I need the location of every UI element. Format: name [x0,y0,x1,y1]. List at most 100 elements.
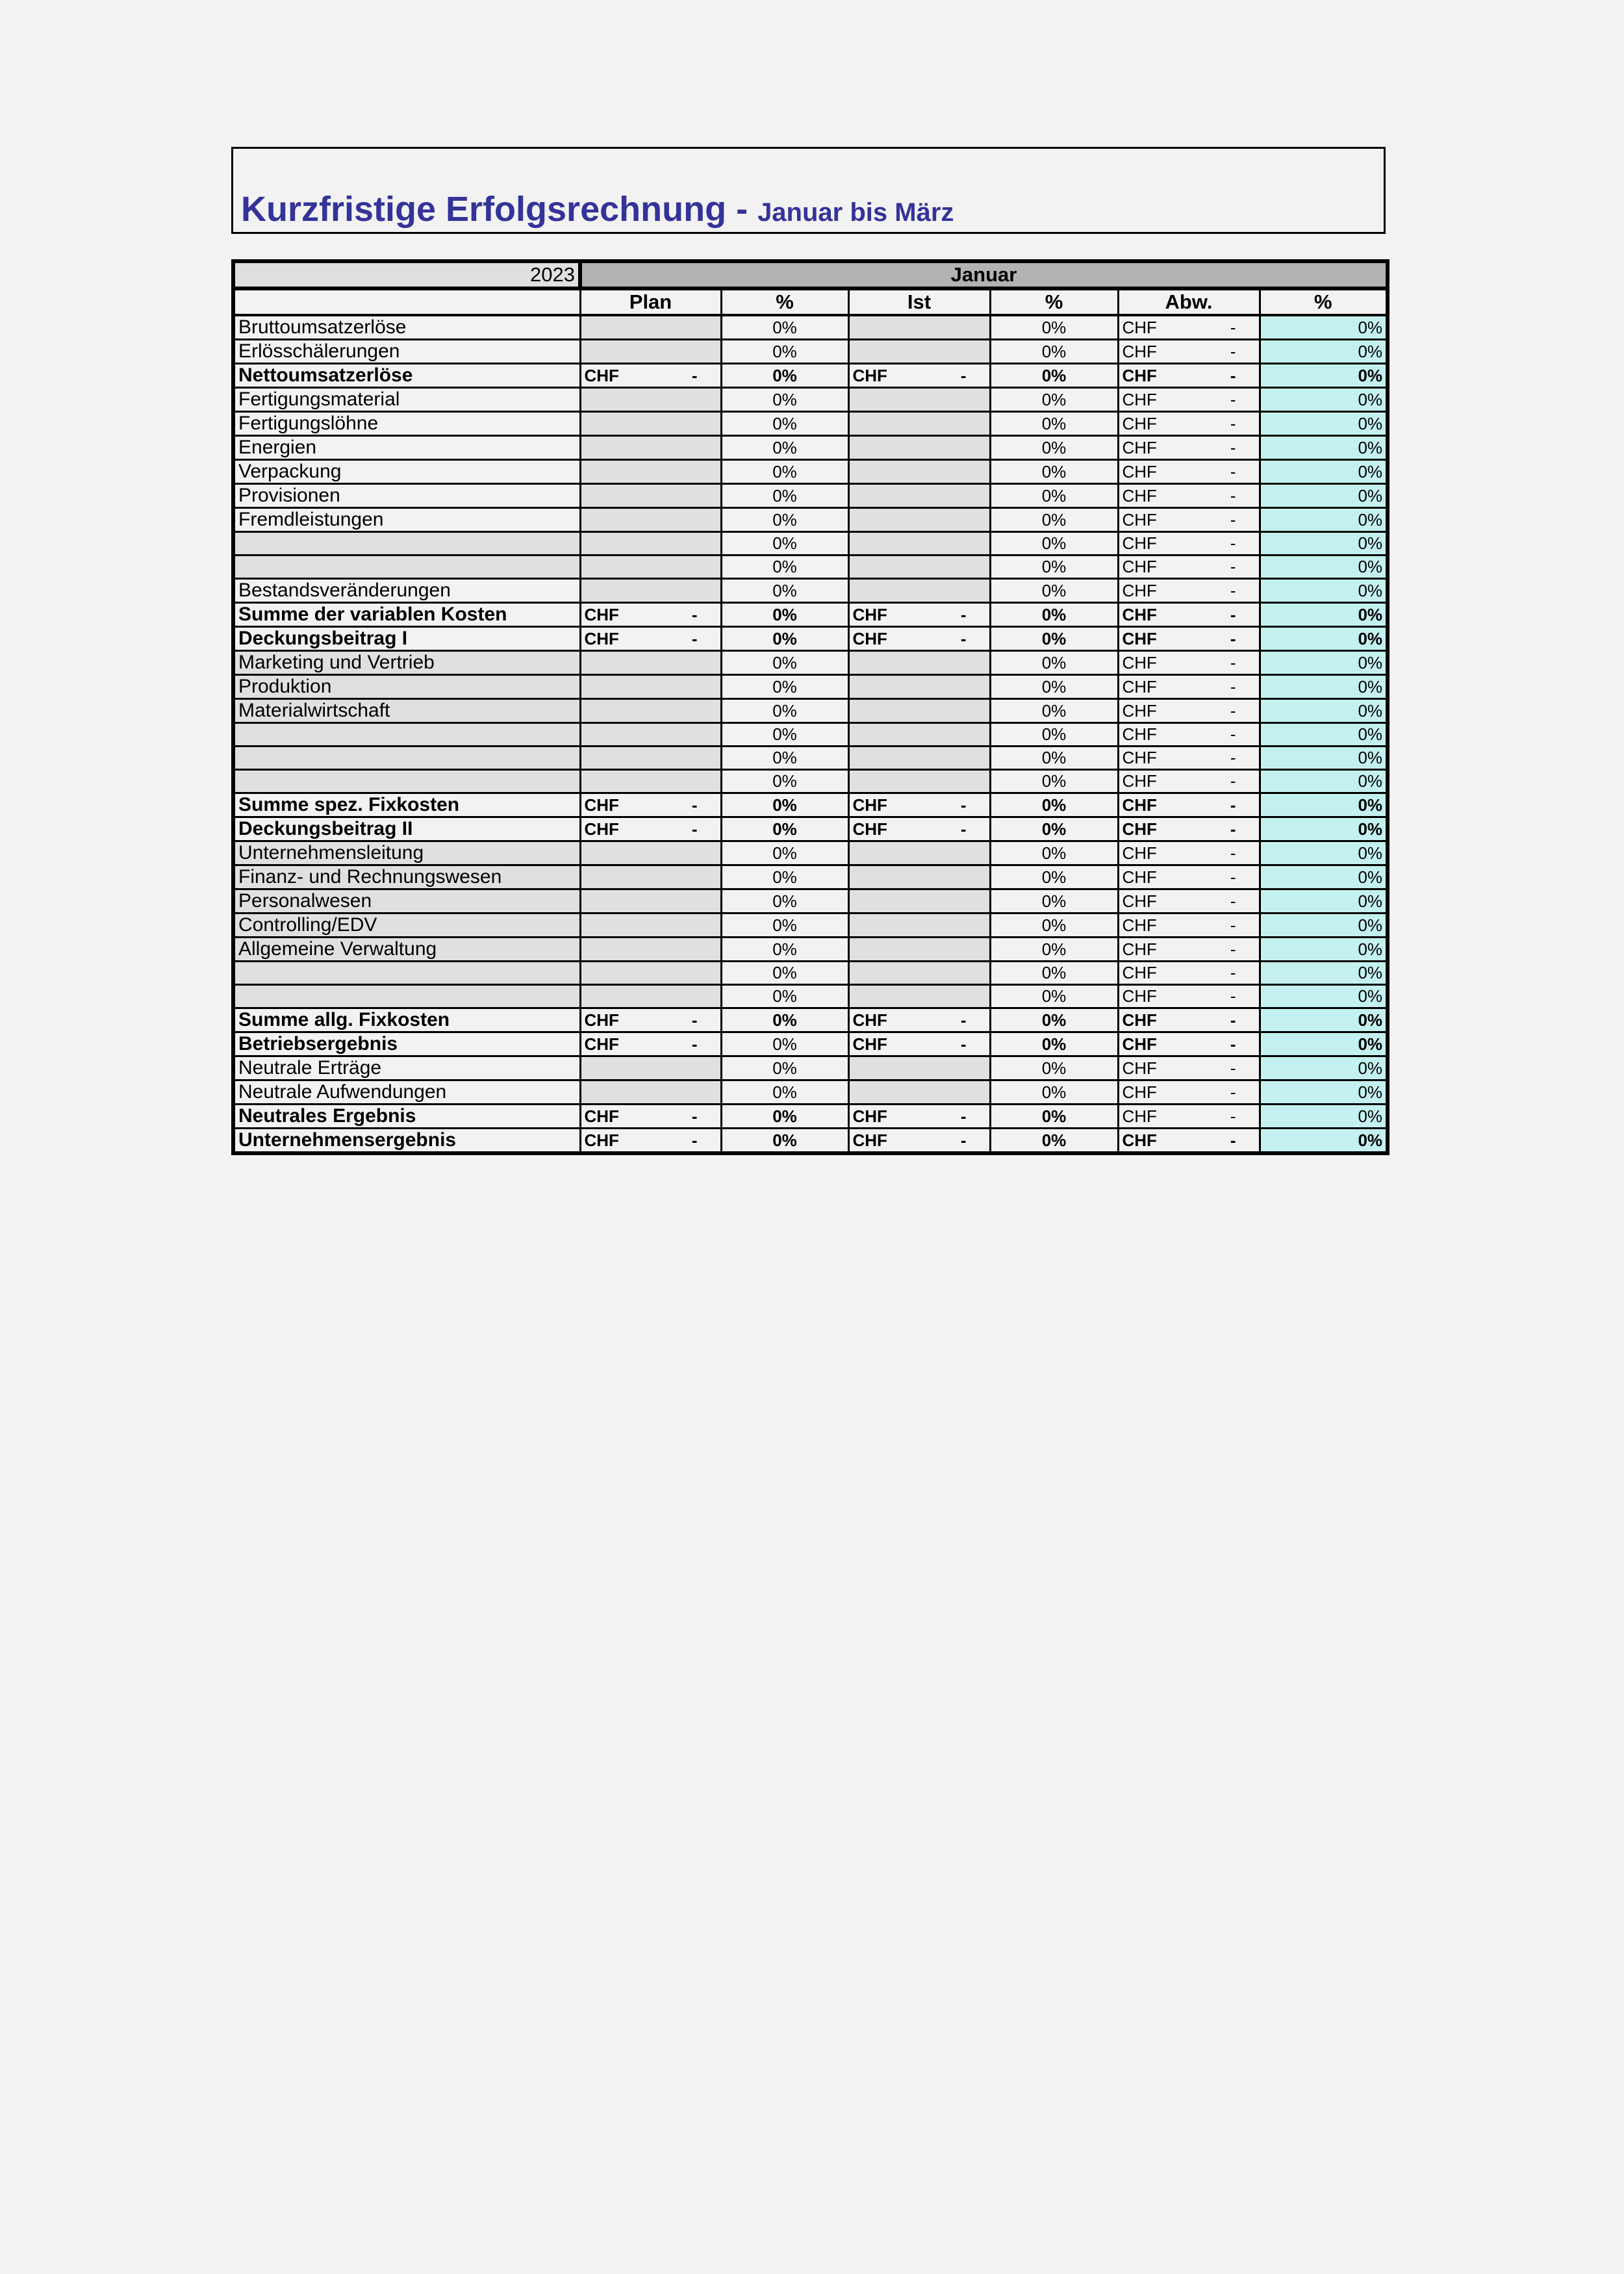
row-label[interactable] [232,531,581,556]
plan-input[interactable] [579,411,722,437]
ist-input[interactable] [847,411,991,437]
plan-input[interactable] [579,1079,722,1105]
row-label[interactable] [232,984,581,1009]
row-label[interactable]: Produktion [232,674,581,700]
ist-input[interactable] [847,674,991,700]
row-label[interactable]: Betriebsergebnis [232,1031,581,1057]
plan-input[interactable] [579,912,722,938]
plan-input[interactable] [579,650,722,676]
amount: - [1230,819,1236,839]
plan-input[interactable] [579,698,722,724]
ist-input[interactable] [847,507,991,533]
currency: CHF [1122,509,1157,530]
plan-input[interactable] [579,674,722,700]
ist-input[interactable] [847,483,991,509]
row-label[interactable]: Erlösschälerungen [232,339,581,364]
amount: - [1230,963,1236,983]
ist-input[interactable] [847,339,991,364]
ist-input[interactable] [847,888,991,914]
ist-input[interactable] [847,387,991,413]
currency: CHF [1122,819,1157,839]
plan-pct: 0% [720,722,850,747]
ist-input[interactable] [847,745,991,771]
plan-input[interactable] [579,1055,722,1081]
ist-input[interactable] [847,459,991,485]
plan-input[interactable] [579,936,722,962]
row-label[interactable]: Fremdleistungen [232,507,581,533]
ist-input[interactable] [847,1079,991,1105]
plan-input[interactable] [579,745,722,771]
plan-input[interactable] [579,960,722,986]
row-label[interactable]: Summe spez. Fixkosten [232,792,581,818]
row-label[interactable]: Fertigungslöhne [232,411,581,437]
row-label[interactable]: Neutrale Aufwendungen [232,1079,581,1105]
plan-input[interactable] [579,769,722,794]
plan-input[interactable] [579,864,722,890]
row-label[interactable]: Fertigungsmaterial [232,387,581,413]
row-label[interactable]: Allgemeine Verwaltung [232,936,581,962]
row-label[interactable]: Provisionen [232,483,581,509]
row-label[interactable]: Deckungsbeitrag II [232,816,581,842]
plan-input[interactable] [579,483,722,509]
plan-input[interactable] [579,314,722,340]
row-label[interactable]: Nettoumsatzerlöse [232,363,581,389]
plan-input[interactable] [579,554,722,580]
ist-input[interactable] [847,314,991,340]
row-label[interactable]: Unternehmensleitung [232,840,581,866]
plan-input[interactable] [579,339,722,364]
row-label[interactable]: Bestandsveränderungen [232,578,581,604]
ist-input[interactable] [847,864,991,890]
ist-input[interactable] [847,578,991,604]
currency: CHF [584,628,619,648]
ist-input[interactable] [847,769,991,794]
row-label[interactable] [232,722,581,747]
ist-input[interactable] [847,722,991,747]
ist-input[interactable] [847,554,991,580]
row-label[interactable]: Summe der variablen Kosten [232,602,581,628]
row-label[interactable] [232,769,581,794]
row-label[interactable]: Energien [232,435,581,461]
row-label[interactable] [232,960,581,986]
ist-input[interactable] [847,531,991,556]
row-label[interactable]: Verpackung [232,459,581,485]
row-label[interactable]: Marketing und Vertrieb [232,650,581,676]
plan-input[interactable] [579,840,722,866]
row-label[interactable]: Summe allg. Fixkosten [232,1007,581,1033]
row-label[interactable]: Deckungsbeitrag I [232,626,581,652]
ist-input[interactable] [847,1055,991,1081]
row-label[interactable]: Unternehmensergebnis [232,1127,581,1155]
ist-input[interactable] [847,960,991,986]
plan-input[interactable] [579,435,722,461]
ist-input[interactable] [847,912,991,938]
row-label[interactable]: Controlling/EDV [232,912,581,938]
plan-input[interactable] [579,459,722,485]
title-period: Januar bis März [757,198,954,227]
plan-input[interactable] [579,531,722,556]
plan-input[interactable] [579,387,722,413]
row-label[interactable]: Neutrale Erträge [232,1055,581,1081]
plan-input[interactable] [579,888,722,914]
row-label[interactable] [232,745,581,771]
plan-input[interactable] [579,722,722,747]
ist-input[interactable] [847,650,991,676]
ist-input[interactable] [847,936,991,962]
row-label[interactable]: Bruttoumsatzerlöse [232,314,581,340]
table-row: Finanz- und Rechnungswesen 0% 0% CHF -0% [232,864,1389,890]
ist-input[interactable] [847,984,991,1009]
row-label[interactable]: Materialwirtschaft [232,698,581,724]
ist-input[interactable] [847,698,991,724]
row-label[interactable]: Finanz- und Rechnungswesen [232,864,581,890]
abw-value: CHF - [1117,936,1261,962]
row-label[interactable]: Neutrales Ergebnis [232,1103,581,1129]
currency: CHF [584,365,619,385]
row-label[interactable] [232,554,581,580]
plan-input[interactable] [579,507,722,533]
ist-input[interactable] [847,435,991,461]
ist-pct: 0% [989,435,1119,461]
ist-input[interactable] [847,840,991,866]
plan-input[interactable] [579,578,722,604]
row-label[interactable]: Personalwesen [232,888,581,914]
year-cell[interactable]: 2023 [232,260,581,290]
plan-input[interactable] [579,984,722,1009]
ist-pct: 0% [989,1007,1119,1033]
